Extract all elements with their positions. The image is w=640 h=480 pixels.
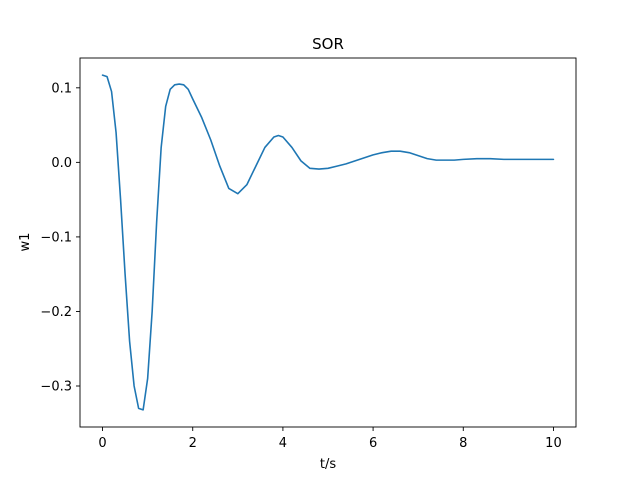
- x-tick-label: 2: [189, 436, 197, 451]
- x-tick-label: 4: [279, 436, 287, 451]
- y-tick-label: −0.3: [40, 380, 72, 395]
- chart-title: SOR: [312, 35, 344, 53]
- y-axis-label: w1: [18, 233, 33, 252]
- y-tick-label: 0.1: [51, 81, 72, 96]
- x-tick-label: 8: [459, 436, 467, 451]
- x-tick-label: 10: [545, 436, 562, 451]
- plot-area: [79, 57, 577, 428]
- series-line-0: [101, 74, 555, 411]
- x-tick-label: 6: [369, 436, 377, 451]
- axis-ticks: 0 2 4 6 8 10 0.1 0.0 −0.1 −0.2 −0.3: [40, 81, 561, 451]
- x-axis-label: t/s: [320, 457, 336, 472]
- x-tick-label: 0: [98, 436, 106, 451]
- axes-frame: [79, 57, 577, 428]
- y-tick-label: −0.1: [40, 230, 72, 245]
- y-tick-label: −0.2: [40, 305, 72, 320]
- y-tick-label: 0.0: [51, 156, 72, 171]
